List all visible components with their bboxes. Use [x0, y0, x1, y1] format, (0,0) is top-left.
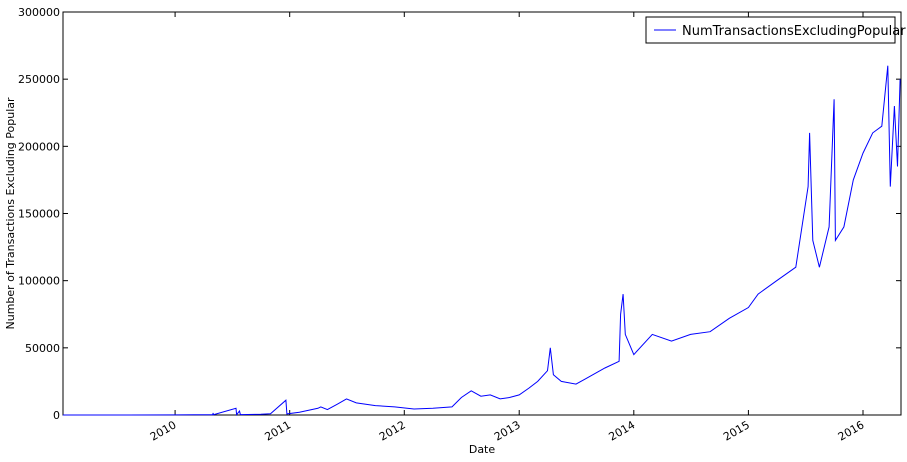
legend-label: NumTransactionsExcludingPopular	[682, 24, 906, 39]
x-tick-label: 2016	[836, 418, 867, 443]
y-axis-title: Number of Transactions Excluding Popular	[4, 97, 17, 329]
y-tick-label: 150000	[18, 208, 60, 221]
x-tick-label: 2010	[148, 418, 179, 443]
x-tick-label: 2014	[607, 418, 638, 443]
x-tick-label: 2012	[377, 418, 408, 443]
x-tick-label: 2015	[721, 418, 752, 443]
x-tick-label: 2011	[262, 418, 293, 443]
series-line	[63, 65, 901, 416]
y-tick-label: 300000	[18, 6, 60, 19]
plot-frame	[62, 11, 902, 416]
y-tick-label: 100000	[18, 275, 60, 288]
legend-box	[645, 16, 896, 44]
x-axis-title: Date	[469, 443, 496, 456]
x-tick-label: 2013	[492, 418, 523, 443]
y-axis: 0 50000 100000 150000 200000 250000 300000	[18, 6, 901, 422]
legend: NumTransactionsExcludingPopular	[645, 16, 906, 44]
y-tick-label: 200000	[18, 140, 60, 153]
plot-area: 0 50000 100000 150000 200000 250000 300000 201…	[18, 6, 902, 444]
y-tick-label: 250000	[18, 73, 60, 86]
y-tick-label: 50000	[25, 342, 60, 355]
y-tick-label: 0	[53, 409, 60, 422]
